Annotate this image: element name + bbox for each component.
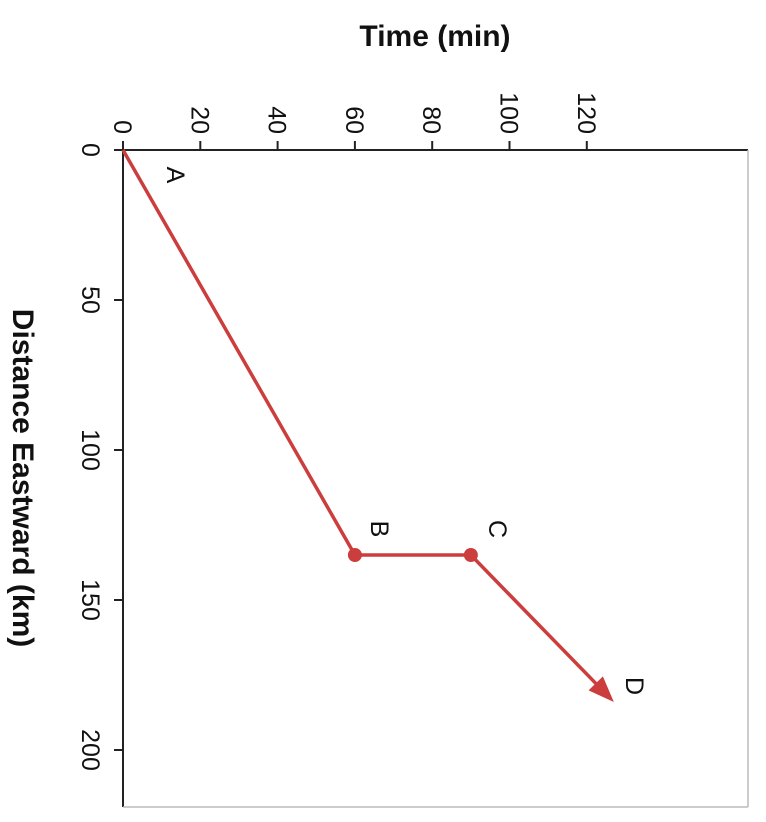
point-labels: A B C D	[161, 167, 648, 695]
distance-tick-label: 200	[76, 729, 104, 771]
time-tick-label: 60	[340, 106, 368, 134]
motion-path-line	[121, 149, 601, 689]
distance-tick-label: 0	[76, 143, 104, 157]
distance-axis-title: Distance Eastward (km)	[6, 309, 39, 647]
time-axis-ticks: 0 20 40 60 80 100 120	[108, 92, 600, 150]
point-label-c: C	[483, 520, 511, 538]
time-tick-label: 20	[185, 106, 213, 134]
point-marker-c	[463, 548, 478, 562]
time-tick-label: 0	[108, 120, 136, 134]
distance-tick-label: 100	[76, 429, 104, 471]
point-label-d: D	[620, 677, 648, 695]
point-label-b: B	[365, 521, 393, 538]
distance-tick-label: 50	[76, 286, 104, 314]
distance-tick-label: 150	[76, 579, 104, 621]
distance-axis-ticks: 0 50 100 150 200	[76, 143, 123, 771]
point-markers	[347, 548, 478, 562]
time-tick-label: 100	[495, 92, 523, 134]
point-label-a: A	[161, 167, 189, 184]
arrowhead-d	[588, 676, 614, 702]
time-axis-title: Time (min)	[359, 20, 510, 53]
point-marker-b	[347, 548, 362, 562]
time-tick-label: 80	[417, 106, 445, 134]
time-tick-label: 120	[572, 92, 600, 134]
time-tick-label: 40	[263, 106, 291, 134]
